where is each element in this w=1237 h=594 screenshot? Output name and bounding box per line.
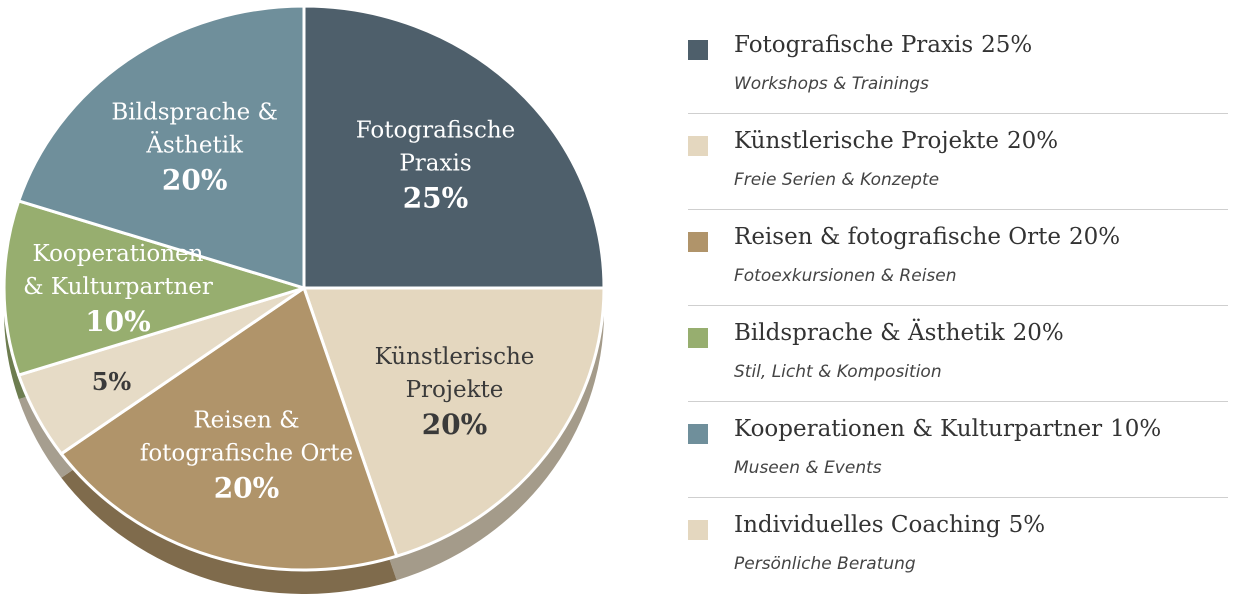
pie-slice-label: Fotografische Praxis 25% [356, 117, 516, 214]
pie-slice-label: 5% [92, 367, 132, 396]
legend-subtitle: Freie Serien & Konzepte [734, 170, 940, 190]
legend-subtitle: Museen & Events [734, 458, 882, 478]
legend-subtitle: Stil, Licht & Komposition [734, 362, 942, 382]
legend-title: Künstlerische Projekte 20% [734, 128, 1059, 154]
legend-title: Bildsprache & Ästhetik 20% [734, 320, 1064, 346]
legend-item-kuenstlerische-projekte: Künstlerische Projekte 20% Freie Serien &… [688, 114, 1228, 210]
pie-slice [17, 4, 306, 290]
legend-swatch [688, 424, 708, 444]
pie-slice-label: Kooperationen & Kulturpartner 10% [23, 241, 213, 338]
pie-slice-label: Bildsprache & Ästhetik 20% [111, 100, 278, 197]
pie-slice [302, 286, 606, 558]
legend-title: Kooperationen & Kulturpartner 10% [734, 416, 1162, 442]
pie-slice [302, 4, 606, 290]
legend-item-coaching: Individuelles Coaching 5% Persönliche Ber… [688, 498, 1228, 594]
pie-chart: Fotografische Praxis 25% Künstlerische Proje… [2, 4, 606, 594]
pie-slice [2, 199, 306, 377]
legend-swatch [688, 232, 708, 252]
legend-title: Individuelles Coaching 5% [734, 512, 1046, 538]
legend-title: Reisen & fotografische Orte 20% [734, 224, 1121, 250]
legend-subtitle: Fotoexkursionen & Reisen [734, 266, 957, 286]
legend-swatch [688, 136, 708, 156]
legend: Fotografische Praxis 25% Workshops & Trai… [688, 18, 1228, 594]
legend-swatch [688, 328, 708, 348]
pie-slice-label: Künstlerische Projekte 20% [375, 344, 535, 441]
legend-title: Fotografische Praxis 25% [734, 32, 1033, 58]
pie-slice-label: Reisen & fotografische Orte 20% [140, 407, 353, 504]
legend-swatch [688, 40, 708, 60]
legend-subtitle: Workshops & Trainings [734, 74, 929, 94]
legend-subtitle: Persönliche Beratung [734, 554, 916, 574]
legend-swatch [688, 520, 708, 540]
legend-item-kooperationen: Kooperationen & Kulturpartner 10% Museen … [688, 402, 1228, 498]
pie-slice [59, 286, 399, 572]
legend-item-reisen: Reisen & fotografische Orte 20% Fotoexkur… [688, 210, 1228, 306]
legend-item-bildsprache: Bildsprache & Ästhetik 20% Stil, Licht & … [688, 306, 1228, 402]
legend-item-fotografische-praxis: Fotografische Praxis 25% Workshops & Trai… [688, 18, 1228, 114]
